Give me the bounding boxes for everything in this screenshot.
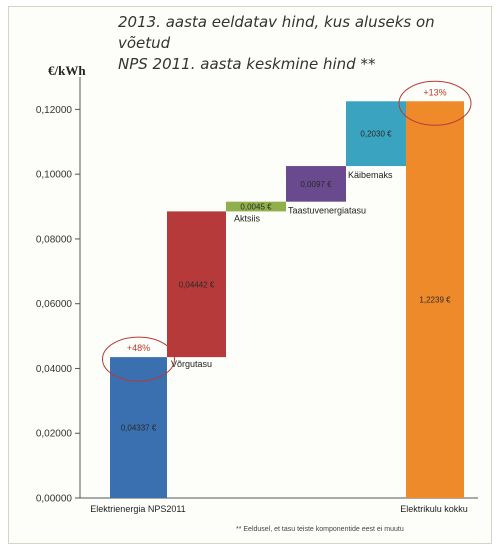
waterfall-bar — [406, 101, 464, 499]
waterfall-bar — [286, 166, 346, 202]
chart-title: 2013. aasta eeldatav hind, kus aluseks o… — [118, 13, 435, 73]
bar-value-label: 1,2239 € — [419, 296, 451, 305]
annotation-circle — [102, 336, 175, 382]
bar-value-label: 0,2030 € — [360, 130, 392, 139]
category-label: Aktsiis — [234, 213, 261, 223]
category-label: Taastuvenergiatasu — [288, 206, 366, 216]
y-tick-label: 0,04000 — [36, 364, 73, 375]
bar-value-label: 0,04442 € — [179, 280, 215, 289]
bar-value-label: 0,0097 € — [300, 180, 332, 189]
waterfall-bar — [110, 357, 167, 498]
bar-value-label: 0,0045 € — [240, 203, 272, 212]
annotation-percent: +13% — [423, 87, 446, 97]
y-tick-label: 0,10000 — [36, 170, 73, 181]
category-label: Käibemaks — [348, 170, 393, 180]
y-tick-label: 0,06000 — [36, 299, 73, 310]
annotation-percent: +48% — [127, 343, 150, 353]
y-tick-label: 0,02000 — [36, 429, 73, 440]
waterfall-bar — [346, 101, 406, 167]
y-tick-label: 0,00000 — [36, 494, 73, 505]
y-tick-label: 0,12000 — [36, 105, 73, 116]
category-label: Elektrikulu kokku — [400, 504, 468, 514]
y-axis-label: €/kWh — [48, 63, 86, 78]
footnote: ** Eeldusel, et tasu teiste komponentide… — [236, 526, 404, 533]
category-label: Elektrienergia NPS2011 — [90, 504, 185, 514]
waterfall-bar — [226, 201, 286, 212]
bar-value-label: 0,04337 € — [121, 424, 157, 433]
waterfall-bar — [167, 211, 226, 358]
y-tick-label: 0,08000 — [36, 234, 73, 245]
category-label: Võrgutasu — [171, 359, 212, 369]
annotation-circle — [398, 80, 472, 126]
